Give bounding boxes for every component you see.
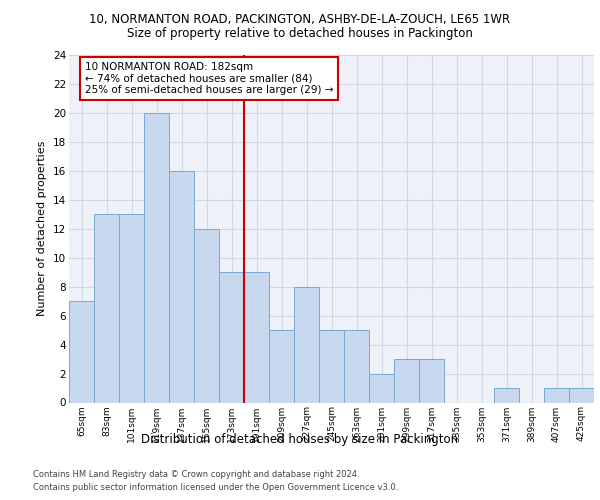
- Bar: [69, 301, 94, 402]
- Bar: [144, 113, 169, 403]
- Bar: [344, 330, 369, 402]
- Bar: [244, 272, 269, 402]
- Text: Size of property relative to detached houses in Packington: Size of property relative to detached ho…: [127, 28, 473, 40]
- Bar: [94, 214, 119, 402]
- Text: Distribution of detached houses by size in Packington: Distribution of detached houses by size …: [142, 432, 458, 446]
- Bar: [544, 388, 569, 402]
- Bar: [169, 171, 194, 402]
- Bar: [319, 330, 344, 402]
- Bar: [394, 359, 419, 403]
- Bar: [194, 229, 219, 402]
- Bar: [294, 286, 319, 403]
- Bar: [569, 388, 594, 402]
- Text: 10, NORMANTON ROAD, PACKINGTON, ASHBY-DE-LA-ZOUCH, LE65 1WR: 10, NORMANTON ROAD, PACKINGTON, ASHBY-DE…: [89, 12, 511, 26]
- Bar: [369, 374, 394, 402]
- Y-axis label: Number of detached properties: Number of detached properties: [37, 141, 47, 316]
- Text: 10 NORMANTON ROAD: 182sqm
← 74% of detached houses are smaller (84)
25% of semi-: 10 NORMANTON ROAD: 182sqm ← 74% of detac…: [85, 62, 333, 95]
- Bar: [119, 214, 144, 402]
- Bar: [219, 272, 244, 402]
- Bar: [494, 388, 519, 402]
- Bar: [269, 330, 294, 402]
- Bar: [419, 359, 444, 403]
- Text: Contains HM Land Registry data © Crown copyright and database right 2024.: Contains HM Land Registry data © Crown c…: [33, 470, 359, 479]
- Text: Contains public sector information licensed under the Open Government Licence v3: Contains public sector information licen…: [33, 482, 398, 492]
